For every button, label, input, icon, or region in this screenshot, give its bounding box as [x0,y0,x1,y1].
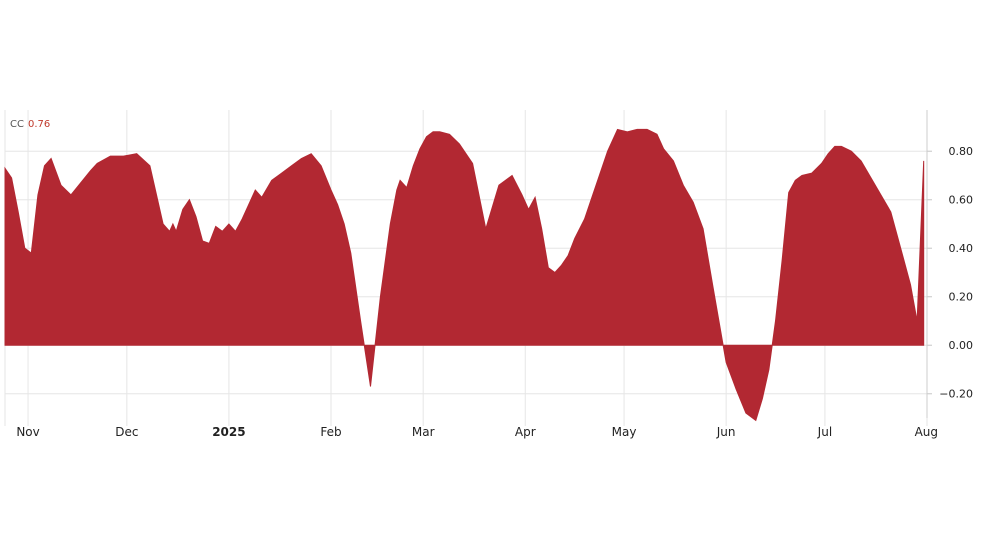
y-tick-label: −0.20 [939,388,973,401]
x-tick-label: Nov [16,425,39,439]
x-tick-label: May [612,425,637,439]
series-area-fill [4,128,925,422]
legend-series-name: CC [10,119,24,130]
legend: CC 0.76 [10,119,50,130]
x-tick-label: Jul [817,425,832,439]
x-tick-label: Aug [915,425,938,439]
y-tick-label: 0.60 [949,194,974,207]
x-tick-label: 2025 [212,425,245,439]
legend-series-value: 0.76 [28,119,50,130]
x-tick-label: Dec [115,425,138,439]
y-tick-label: 0.00 [949,339,974,352]
x-tick-label: Jun [716,425,736,439]
series-area [4,128,925,422]
x-axis: Nov Dec 2025 Feb Mar Apr May Jun Jul Aug [16,425,938,439]
x-tick-label: Feb [320,425,341,439]
y-axis: 0.80 0.60 0.40 0.20 0.00 −0.20 [926,110,974,418]
y-tick-label: 0.80 [949,145,974,158]
y-tick-label: 0.40 [949,242,974,255]
y-tick-label: 0.20 [949,291,974,304]
x-tick-label: Mar [412,425,435,439]
x-tick-label: Apr [515,425,536,439]
